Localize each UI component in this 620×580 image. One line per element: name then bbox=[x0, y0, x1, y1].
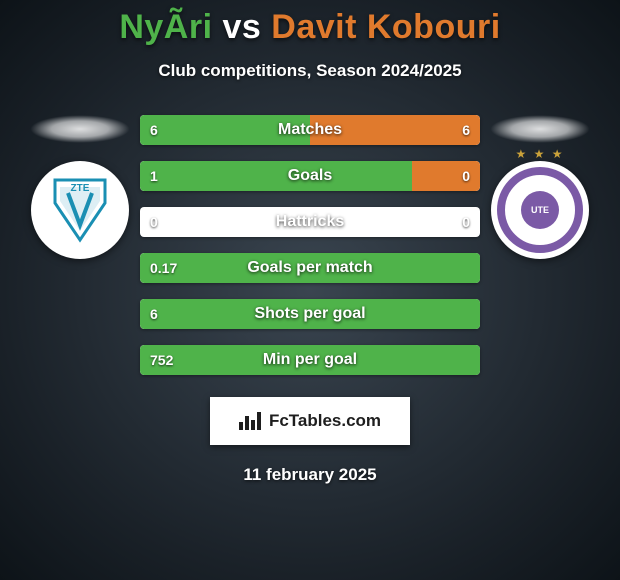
stat-row: 0.17 Goals per match bbox=[140, 253, 480, 283]
stat-label: Goals per match bbox=[247, 259, 372, 277]
svg-text:ZTE: ZTE bbox=[71, 183, 90, 194]
player-left-silhouette bbox=[30, 115, 130, 143]
stat-row: 6 6 Matches bbox=[140, 115, 480, 145]
stat-value-right: 0 bbox=[462, 214, 470, 230]
title-player2: Davit Kobouri bbox=[271, 8, 500, 46]
stat-value-left: 1 bbox=[150, 168, 158, 184]
stat-value-left: 752 bbox=[150, 352, 173, 368]
club-badge-right-center: UTE bbox=[521, 191, 559, 229]
club-badge-left-shield-icon: ZTE bbox=[50, 175, 110, 245]
subtitle: Club competitions, Season 2024/2025 bbox=[0, 61, 620, 81]
stat-label: Shots per goal bbox=[254, 305, 365, 323]
stat-value-left: 0.17 bbox=[150, 260, 177, 276]
club-badge-right-stars-icon: ★ ★ ★ bbox=[516, 147, 565, 161]
brand-chart-icon bbox=[239, 412, 261, 430]
stat-value-left: 6 bbox=[150, 122, 158, 138]
stat-value-right: 6 bbox=[462, 122, 470, 138]
stat-row: 0 0 Hattricks bbox=[140, 207, 480, 237]
stat-label: Hattricks bbox=[276, 213, 344, 231]
stat-row: 6 Shots per goal bbox=[140, 299, 480, 329]
brand-text: FcTables.com bbox=[269, 411, 381, 431]
stat-row: 1 0 Goals bbox=[140, 161, 480, 191]
player-left-column: ZTE bbox=[20, 111, 140, 259]
stats-column: 6 6 Matches 1 0 Goals 0 0 Hattricks 0.17 Goals per… bbox=[140, 111, 480, 375]
stat-row: 752 Min per goal bbox=[140, 345, 480, 375]
comparison-title: NyÃri vs Davit Kobouri bbox=[0, 0, 620, 47]
title-player1: NyÃri bbox=[119, 8, 212, 46]
date-line: 11 february 2025 bbox=[0, 465, 620, 485]
stat-value-right: 0 bbox=[462, 168, 470, 184]
player-right-column: ★ ★ ★ UTE bbox=[480, 111, 600, 259]
stat-value-left: 6 bbox=[150, 306, 158, 322]
stat-label: Min per goal bbox=[263, 351, 357, 369]
title-vs: vs bbox=[222, 8, 261, 46]
stat-label: Matches bbox=[278, 121, 342, 139]
brand-box: FcTables.com bbox=[210, 397, 410, 445]
stat-label: Goals bbox=[288, 167, 332, 185]
comparison-area: ZTE 6 6 Matches 1 0 Goals 0 0 Hattricks 0.17 Goals… bbox=[0, 111, 620, 375]
stat-bar-left bbox=[140, 161, 412, 191]
player-right-silhouette bbox=[490, 115, 590, 143]
club-badge-right: ★ ★ ★ UTE bbox=[491, 161, 589, 259]
club-badge-left: ZTE bbox=[31, 161, 129, 259]
stat-value-left: 0 bbox=[150, 214, 158, 230]
